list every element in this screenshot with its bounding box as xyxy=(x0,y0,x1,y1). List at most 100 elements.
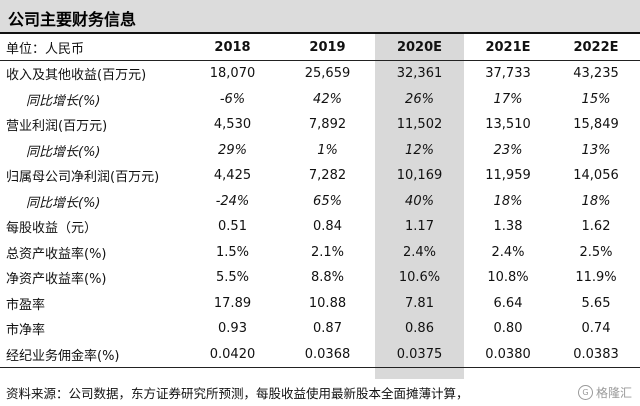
cell-value: 7,282 xyxy=(308,168,347,184)
cell-value: 0.74 xyxy=(581,321,611,337)
table-row-growth: 同比增长(%) -24% 65% 40% 18% 18% xyxy=(0,189,640,215)
cell-value: 1.5% xyxy=(215,244,250,260)
title-bar: 公司主要财务信息 xyxy=(0,0,640,34)
cell-value: 2.1% xyxy=(310,244,345,260)
cell-value: 65% xyxy=(313,193,342,209)
cell-value: 43,235 xyxy=(573,66,619,82)
cell-value: 17.89 xyxy=(213,295,252,311)
cell-value: 17% xyxy=(493,91,523,107)
row-label: 市盈率 xyxy=(6,297,46,313)
cell-value: 1% xyxy=(317,142,338,158)
cell-value: 0.93 xyxy=(218,321,247,337)
year-header: 2021E xyxy=(464,34,552,61)
cell-value: 26% xyxy=(405,91,434,107)
watermark-text: 格隆汇 xyxy=(595,386,632,400)
cell-value: 0.84 xyxy=(313,219,342,235)
cell-value: 2.4% xyxy=(402,244,437,260)
row-label: 营业利润(百万元) xyxy=(6,119,108,135)
unit-label: 单位：人民币 xyxy=(0,34,185,61)
cell-value: -24% xyxy=(215,193,250,209)
cell-value: 11,502 xyxy=(396,117,443,133)
financial-table: 单位：人民币 2018 2019 2020E 2021E 2022E 收入及其他… xyxy=(0,34,640,368)
cell-value: 15% xyxy=(581,91,611,107)
cell-value: -6% xyxy=(219,91,246,107)
watermark-logo-icon: G xyxy=(577,385,593,400)
year-header: 2019 xyxy=(280,34,375,61)
row-label: 总资产收益率(%) xyxy=(6,246,107,262)
cell-value: 0.0375 xyxy=(375,341,464,368)
cell-value: 8.8% xyxy=(310,270,345,286)
cell-value: 10.6% xyxy=(398,270,441,286)
cell-value: 0.0380 xyxy=(464,341,552,368)
cell-value: 5.65 xyxy=(581,295,611,311)
cell-value: 18% xyxy=(581,193,611,209)
cell-value: 11.9% xyxy=(575,270,617,286)
watermark: G 格隆汇 xyxy=(577,384,632,401)
cell-value: 10.8% xyxy=(487,270,529,286)
cell-value: 14,056 xyxy=(573,168,619,184)
cell-value: 1.38 xyxy=(493,219,523,235)
cell-value: 10,169 xyxy=(396,168,443,184)
table-row: 净资产收益率(%) 5.5% 8.8% 10.6% 10.8% 11.9% xyxy=(0,265,640,291)
cell-value: 0.80 xyxy=(493,321,523,337)
cell-value: 12% xyxy=(405,142,434,158)
page-title: 公司主要财务信息 xyxy=(8,10,137,29)
row-label: 同比增长(%) xyxy=(26,195,101,211)
cell-value: 5.5% xyxy=(215,270,250,286)
row-label: 归属母公司净利润(百万元) xyxy=(6,170,160,186)
cell-value: 13,510 xyxy=(485,117,531,133)
cell-value: 7,892 xyxy=(308,117,347,133)
cell-value: 6.64 xyxy=(493,295,523,311)
cell-value: 2.4% xyxy=(491,244,525,260)
financial-table-container: 单位：人民币 2018 2019 2020E 2021E 2022E 收入及其他… xyxy=(0,34,640,368)
table-row: 归属母公司净利润(百万元) 4,425 7,282 10,169 11,959 14,05… xyxy=(0,163,640,189)
cell-value: 32,361 xyxy=(396,66,443,82)
cell-value: 11,959 xyxy=(485,168,531,184)
cell-value: 23% xyxy=(493,142,523,158)
cell-value: 1.62 xyxy=(581,219,611,235)
year-header: 2018 xyxy=(185,34,280,61)
source-note: 资料来源：公司数据，东方证券研究所预测，每股收益使用最新股本全面摊薄计算， xyxy=(6,386,469,401)
cell-value: 25,659 xyxy=(304,66,351,82)
year-header: 2020E xyxy=(375,34,464,61)
table-header-row: 单位：人民币 2018 2019 2020E 2021E 2022E xyxy=(0,34,640,61)
cell-value: 18% xyxy=(493,193,523,209)
table-row-growth: 同比增长(%) -6% 42% 26% 17% 15% xyxy=(0,87,640,113)
cell-value: 10.88 xyxy=(308,295,347,311)
table-row: 市盈率 17.89 10.88 7.81 6.64 5.65 xyxy=(0,291,640,317)
cell-value: 42% xyxy=(313,91,342,107)
table-row: 营业利润(百万元) 4,530 7,892 11,502 13,510 15,849 xyxy=(0,112,640,138)
table-row: 收入及其他收益(百万元) 18,070 25,659 32,361 37,733 43,2… xyxy=(0,61,640,87)
row-label: 同比增长(%) xyxy=(26,93,101,109)
cell-value: 4,530 xyxy=(213,117,252,133)
cell-value: 13% xyxy=(581,142,611,158)
cell-value: 0.87 xyxy=(313,321,342,337)
row-label: 同比增长(%) xyxy=(26,144,101,160)
cell-value: 0.86 xyxy=(405,321,434,337)
cell-value: 0.0420 xyxy=(185,341,280,368)
cell-value: 2.5% xyxy=(579,244,613,260)
cell-value: 0.0368 xyxy=(280,341,375,368)
year-header: 2022E xyxy=(552,34,640,61)
row-label: 净资产收益率(%) xyxy=(6,272,107,288)
row-label: 每股收益（元） xyxy=(6,221,98,237)
row-label: 市净率 xyxy=(6,323,46,339)
highlight-column-2020E xyxy=(375,34,464,379)
cell-value: 18,070 xyxy=(209,66,256,82)
table-row: 每股收益（元） 0.51 0.84 1.17 1.38 1.62 xyxy=(0,214,640,240)
row-label: 收入及其他收益(百万元) xyxy=(6,68,147,84)
cell-value: 0.51 xyxy=(218,219,247,235)
cell-value: 40% xyxy=(405,193,434,209)
table-row: 市净率 0.93 0.87 0.86 0.80 0.74 xyxy=(0,316,640,342)
cell-value: 29% xyxy=(218,142,247,158)
row-label: 经纪业务佣金率(%) xyxy=(0,341,185,368)
table-row-growth: 同比增长(%) 29% 1% 12% 23% 13% xyxy=(0,138,640,164)
cell-value: 1.17 xyxy=(405,219,434,235)
table-row: 总资产收益率(%) 1.5% 2.1% 2.4% 2.4% 2.5% xyxy=(0,240,640,266)
cell-value: 4,425 xyxy=(213,168,252,184)
cell-value: 37,733 xyxy=(485,66,531,82)
table-row: 经纪业务佣金率(%) 0.0420 0.0368 0.0375 0.0380 0.0383 xyxy=(0,341,640,368)
cell-value: 0.0383 xyxy=(552,341,640,368)
cell-value: 15,849 xyxy=(573,117,619,133)
cell-value: 7.81 xyxy=(405,295,434,311)
